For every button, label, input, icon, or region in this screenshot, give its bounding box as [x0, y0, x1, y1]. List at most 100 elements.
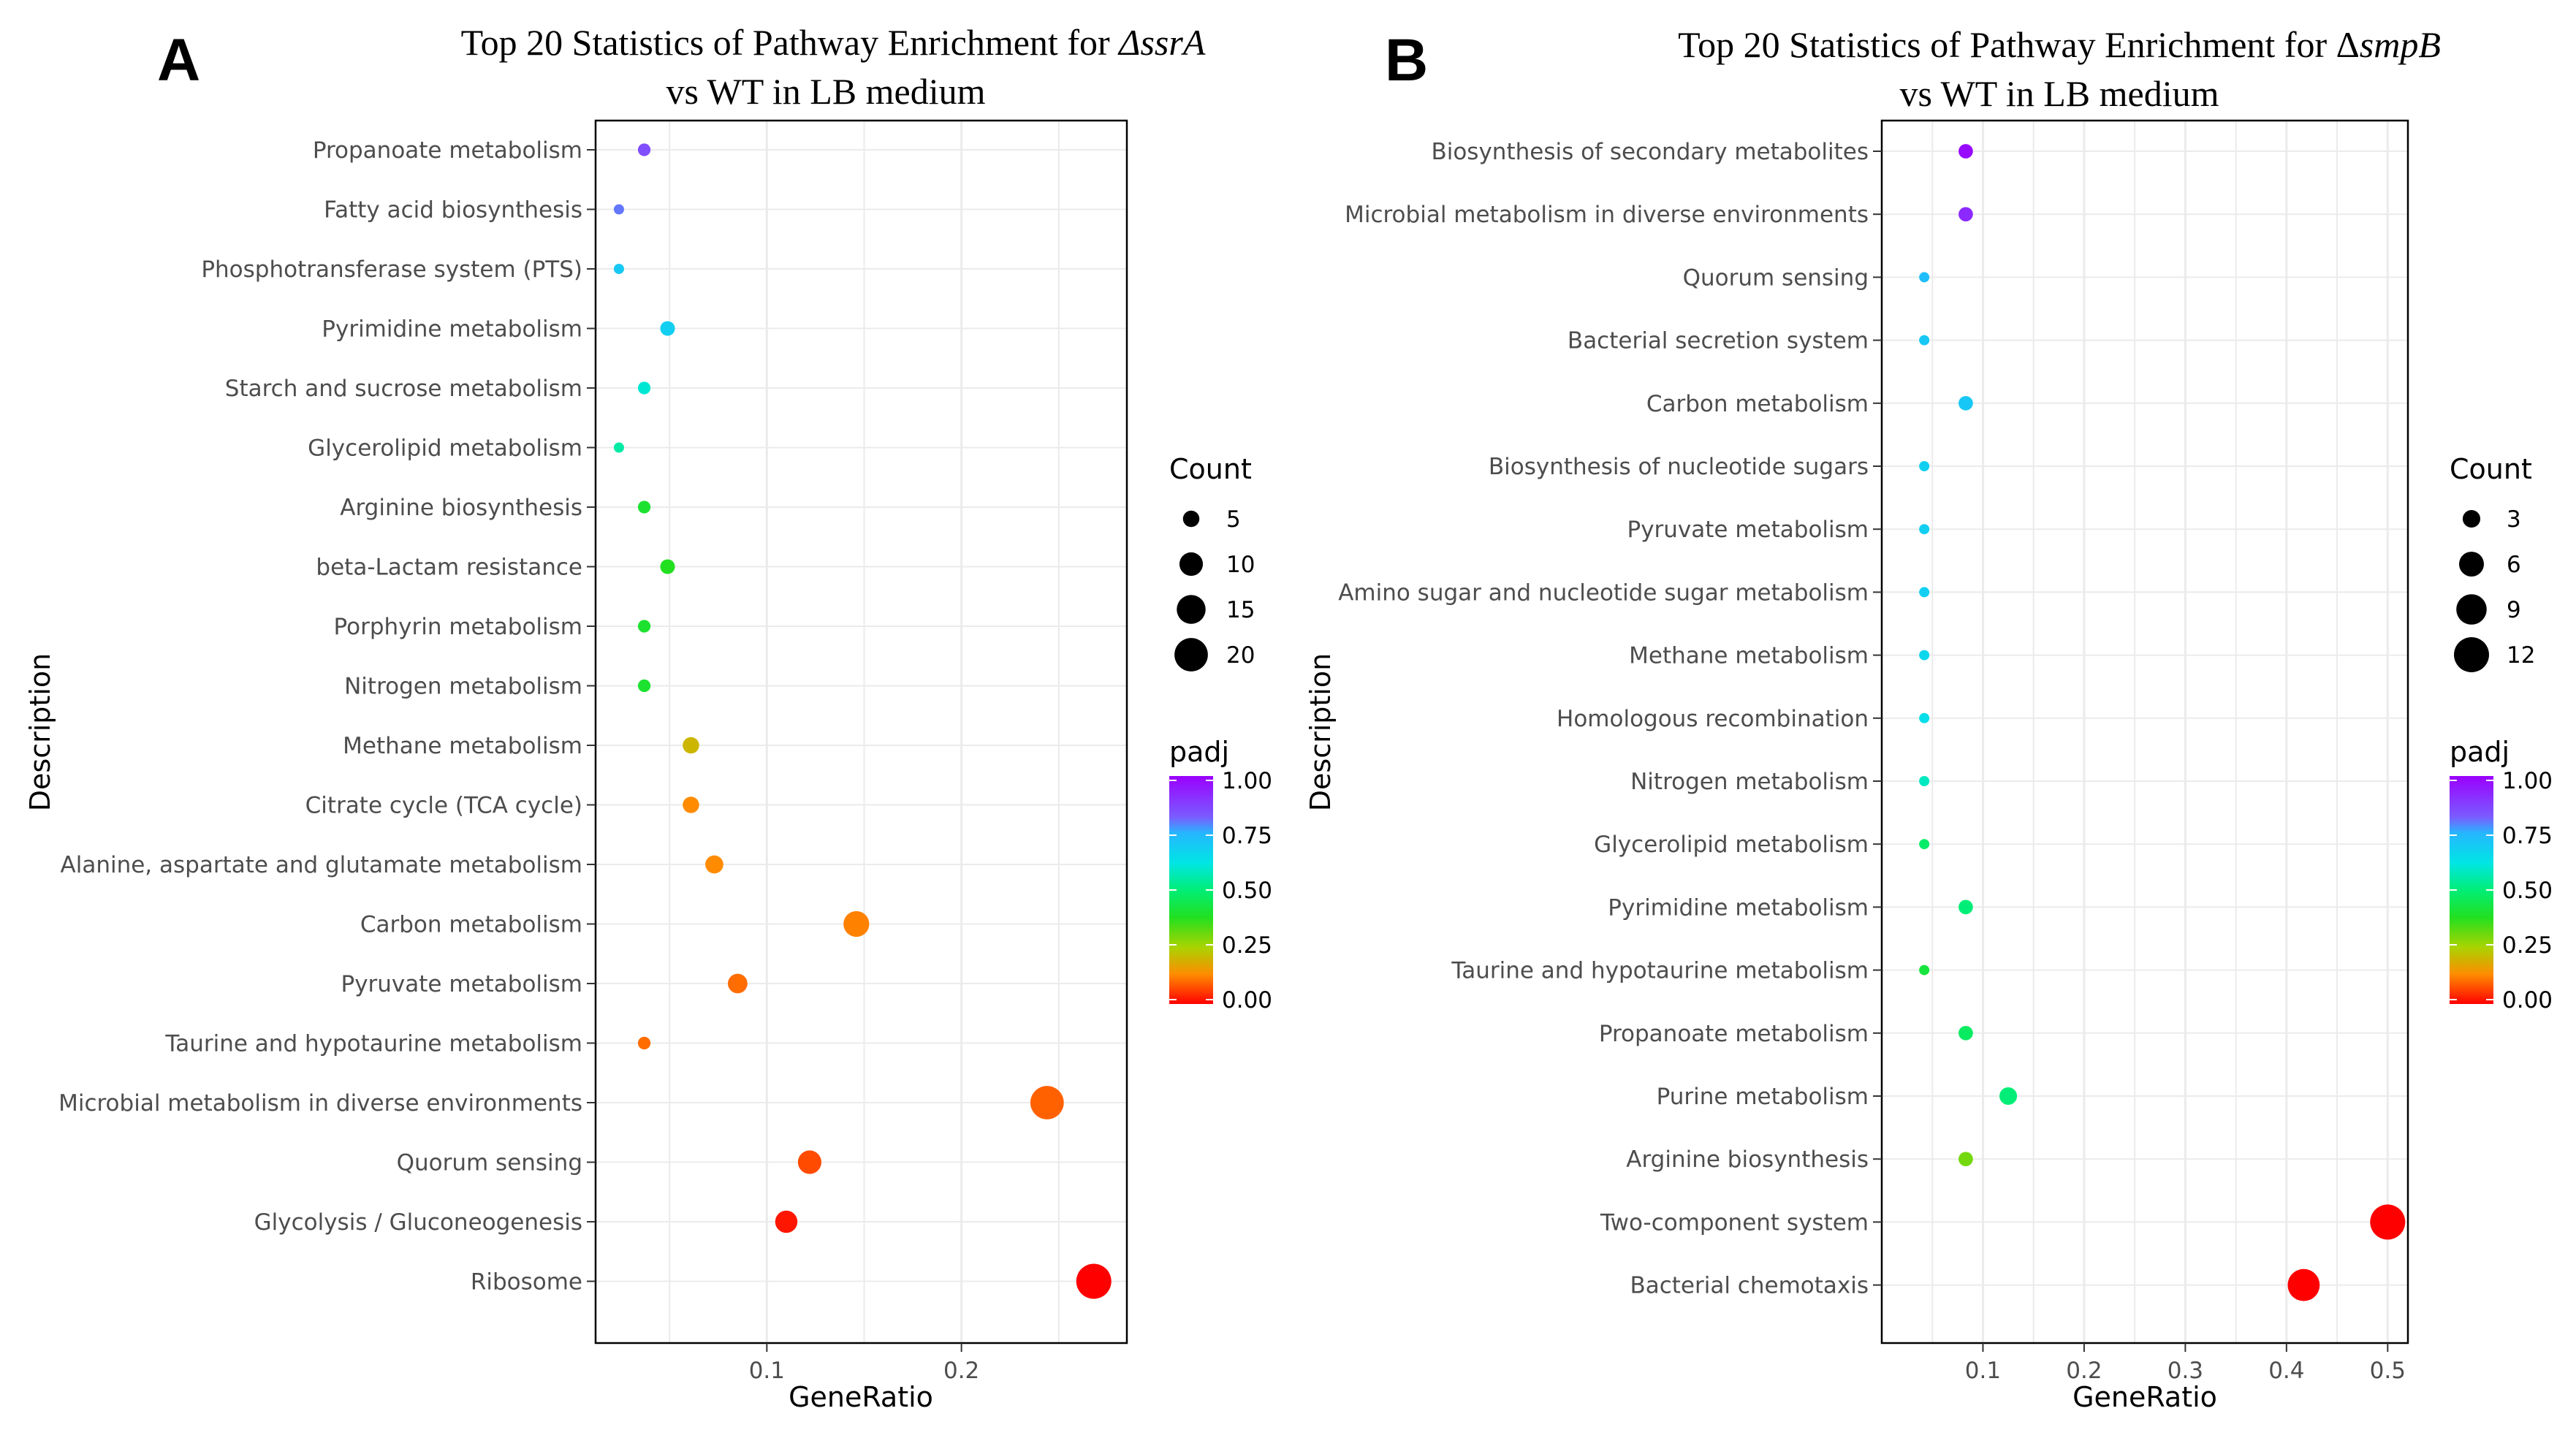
- panel-b-x-tick-label: 0.2: [2066, 1358, 2102, 1384]
- panel-b-y-tick-label: Biosynthesis of secondary metabolites: [1431, 139, 1869, 165]
- panel-a-y-axis-title: Description: [24, 653, 56, 811]
- panel-b-padj-legend: 1.00 0.75 0.50 0.25 0.00: [2450, 768, 2553, 1013]
- panel-b-y-tick-label: Microbial metabolism in diverse environm…: [1345, 202, 1869, 228]
- panel-b-y-tick-label: Purine metabolism: [1657, 1084, 1869, 1110]
- panel-b-point: [1919, 965, 1930, 975]
- panel-b-y-tick-label: Homologous recombination: [1557, 706, 1869, 732]
- panel-b-point: [1919, 461, 1930, 471]
- panel-b-y-tick-label: Bacterial secretion system: [1568, 328, 1869, 354]
- panel-b-y-axis-title: Description: [1304, 653, 1337, 811]
- panel-a-point: [660, 559, 675, 574]
- panel-b-y-tick-labels: Biosynthesis of secondary metabolites Mic…: [1338, 139, 1882, 1299]
- panel-a-count-legend-title: Count: [1169, 453, 1252, 485]
- panel-letter-a: A: [157, 27, 200, 94]
- panel-a-padj-legend-label: 0.25: [1222, 932, 1272, 959]
- panel-b-point: [1919, 650, 1930, 661]
- panel-b-x-tick-label: 0.1: [1965, 1358, 2001, 1384]
- panel-a-y-tick-label: Microbial metabolism in diverse environm…: [58, 1090, 582, 1117]
- panel-a-y-tick-label: beta-Lactam resistance: [316, 555, 582, 581]
- panel-a-x-tick-labels: 0.1 0.2: [749, 1343, 979, 1384]
- panel-b-point: [2370, 1204, 2406, 1240]
- panel-b-y-tick-label: Pyruvate metabolism: [1627, 517, 1869, 543]
- panel-b-x-tick-label: 0.5: [2370, 1358, 2406, 1384]
- panel-b-count-legend-dot: [2456, 594, 2487, 625]
- panel-b-y-tick-label: Arginine biosynthesis: [1626, 1146, 1869, 1173]
- panel-b-points: [1919, 144, 2406, 1301]
- panel-letter-b: B: [1385, 27, 1428, 94]
- panel-a-y-tick-label: Carbon metabolism: [360, 912, 582, 938]
- panel-a-count-legend-dot: [1179, 552, 1204, 577]
- panel-a-y-tick-label: Quorum sensing: [397, 1150, 582, 1176]
- panel-b-padj-legend-label: 0.00: [2502, 987, 2553, 1013]
- panel-b-y-tick-label: Taurine and hypotaurine metabolism: [1451, 958, 1869, 984]
- panel-a-y-tick-label: Porphyrin metabolism: [334, 614, 582, 640]
- panel-b-x-tick-label: 0.3: [2167, 1358, 2203, 1384]
- panel-a-y-tick-label: Arginine biosynthesis: [340, 495, 582, 521]
- panel-b-point: [1919, 587, 1930, 598]
- panel-b-plot-frame: [1880, 119, 2409, 1345]
- panel-b-point: [1958, 900, 1973, 915]
- panel-b-title-line2: vs WT in LB medium: [1899, 73, 2219, 114]
- panel-a-count-legend-dot: [1174, 638, 1208, 672]
- panel-a-x-axis-title: GeneRatio: [789, 1381, 933, 1413]
- panel-a-padj-legend-label: 0.50: [1222, 878, 1272, 904]
- panel-a-y-tick-label: Pyrimidine metabolism: [322, 316, 582, 343]
- panel-b-y-tick-label: Methane metabolism: [1629, 643, 1869, 669]
- panel-a-y-tick-label: Pyruvate metabolism: [341, 971, 583, 997]
- panel-b-point: [1958, 144, 1973, 159]
- panel-a-y-tick-labels: Propanoate metabolism Fatty acid biosynth…: [58, 137, 596, 1296]
- panel-a-x-tick-label: 0.2: [943, 1358, 979, 1384]
- panel-a-title-line2: vs WT in LB medium: [666, 71, 985, 112]
- panel-a-y-tick-label: Methane metabolism: [343, 733, 582, 759]
- panel-b: B Top 20 Statistics of Pathway Enrichmen…: [1304, 24, 2553, 1413]
- panel-a-y-tick-label: Glycerolipid metabolism: [308, 436, 582, 462]
- panel-a-padj-legend-label: 1.00: [1222, 768, 1272, 794]
- panel-a-padj-legend-label: 0.00: [1222, 987, 1272, 1013]
- panel-a-point: [1076, 1263, 1112, 1299]
- panel-b-y-tick-label: Biosynthesis of nucleotide sugars: [1489, 454, 1869, 480]
- panel-a-count-legend-label: 15: [1226, 597, 1255, 623]
- panel-a-y-tick-label: Alanine, aspartate and glutamate metabol…: [61, 852, 582, 878]
- panel-a-y-tick-label: Glycolysis / Gluconeogenesis: [254, 1209, 582, 1236]
- panel-b-point: [1958, 395, 1973, 411]
- panel-b-padj-legend-label: 0.75: [2502, 823, 2553, 849]
- panel-a-x-tick-label: 0.1: [749, 1358, 785, 1384]
- panel-a-point: [775, 1210, 798, 1233]
- panel-a: A Top 20 Statistics of Pathway Enrichmen…: [24, 22, 1272, 1413]
- panel-b-count-legend-label: 3: [2507, 506, 2521, 533]
- panel-a-point: [637, 381, 651, 395]
- panel-b-count-legend-title: Count: [2450, 453, 2532, 485]
- panel-b-point: [1958, 1152, 1973, 1167]
- panel-b-point: [1919, 712, 1930, 723]
- panel-b-y-tick-label: Two-component system: [1600, 1209, 1869, 1236]
- panel-b-point: [1919, 272, 1930, 283]
- panel-a-point: [637, 501, 651, 514]
- panel-a-y-tick-label: Fatty acid biosynthesis: [324, 197, 582, 224]
- panel-a-count-legend-label: 5: [1226, 506, 1241, 533]
- panel-b-y-tick-label: Pyrimidine metabolism: [1608, 894, 1869, 921]
- panel-a-grid: [596, 121, 1127, 1343]
- panel-a-point: [613, 204, 624, 215]
- panel-b-x-axis-title: GeneRatio: [2072, 1381, 2217, 1413]
- panel-b-point: [1958, 1025, 1973, 1041]
- panel-a-y-tick-label: Nitrogen metabolism: [344, 674, 582, 700]
- panel-a-point: [637, 1036, 651, 1050]
- panel-b-count-legend-dot: [2462, 509, 2481, 528]
- panel-a-count-legend-label: 10: [1226, 552, 1255, 578]
- panel-b-title-line1: Top 20 Statistics of Pathway Enrichment …: [1678, 24, 2441, 65]
- panel-b-point: [1999, 1087, 2018, 1106]
- panel-a-point: [1030, 1086, 1064, 1119]
- panel-a-point: [683, 737, 699, 754]
- panel-a-count-legend-label: 20: [1226, 642, 1255, 669]
- panel-a-count-legend-dot: [1182, 510, 1200, 528]
- panel-a-y-tick-label: Starch and sucrose metabolism: [225, 376, 582, 402]
- panel-b-count-legend-dot: [2458, 551, 2484, 577]
- panel-b-count-legend-label: 12: [2507, 642, 2535, 669]
- panel-a-y-tick-label: Phosphotransferase system (PTS): [201, 256, 582, 283]
- panel-a-point: [797, 1150, 822, 1174]
- panel-b-point: [1919, 524, 1930, 535]
- panel-a-y-tick-label: Citrate cycle (TCA cycle): [305, 793, 582, 819]
- panel-a-point: [843, 910, 870, 938]
- panel-a-point: [613, 264, 624, 274]
